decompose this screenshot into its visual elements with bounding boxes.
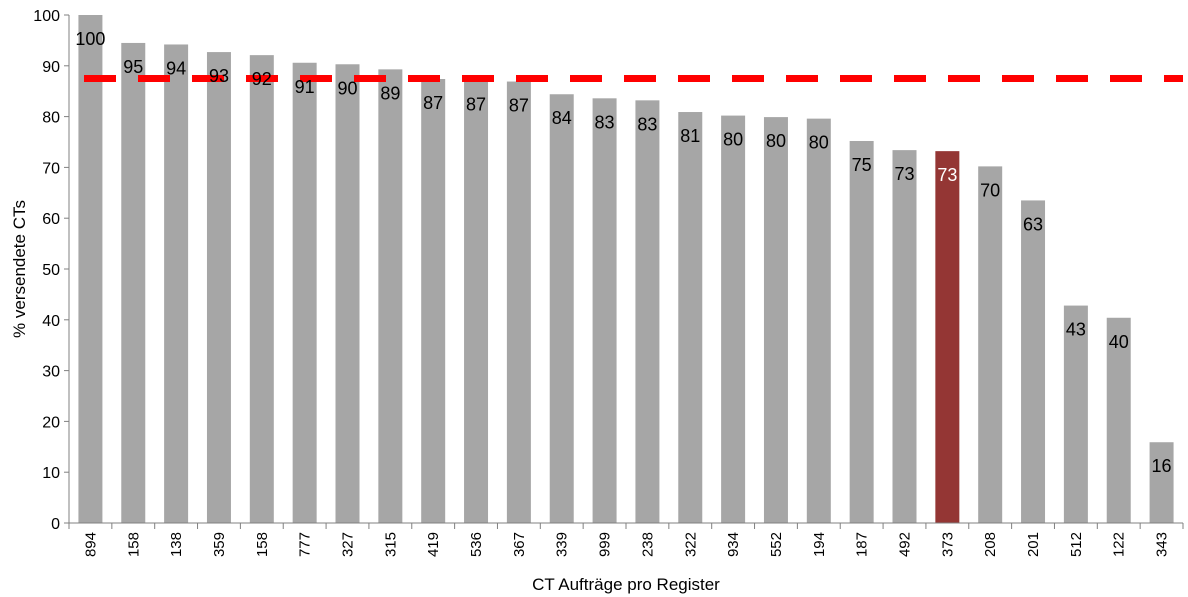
data-label: 89 [380, 83, 400, 103]
bar [635, 100, 660, 524]
data-label: 90 [337, 78, 357, 98]
bar [849, 140, 874, 523]
x-tick-label: 367 [511, 532, 528, 557]
bar [464, 80, 489, 524]
y-tick-label: 60 [42, 211, 60, 228]
bar [978, 166, 1003, 523]
data-label: 40 [1109, 332, 1129, 352]
y-tick-label: 80 [42, 110, 60, 127]
x-tick-label: 122 [1111, 532, 1128, 557]
x-tick-label: 419 [425, 532, 442, 557]
y-tick-label: 90 [42, 59, 60, 76]
bar [1021, 200, 1046, 524]
x-tick-label: 339 [554, 532, 571, 557]
bars [78, 15, 1174, 524]
data-label: 80 [809, 133, 829, 153]
y-tick-label: 100 [33, 8, 60, 25]
bar [763, 117, 788, 523]
x-tick-label: 158 [254, 532, 271, 557]
x-tick-label: 322 [682, 532, 699, 557]
data-label: 100 [75, 29, 105, 49]
x-tick-label: 315 [382, 532, 399, 557]
data-label: 87 [423, 93, 443, 113]
x-tick-label: 201 [1025, 532, 1042, 557]
x-axis-title: CT Aufträge pro Register [532, 575, 720, 594]
y-tick-label: 50 [42, 262, 60, 279]
y-axis-title: % versendete CTs [10, 200, 29, 338]
bar [678, 112, 703, 523]
data-label: 87 [509, 96, 529, 116]
bar [335, 64, 360, 523]
bar [164, 44, 189, 524]
bar [1063, 305, 1088, 523]
bar [1106, 317, 1131, 523]
x-tick-label: 327 [340, 532, 357, 557]
y-tick-label: 0 [51, 516, 60, 533]
bar [935, 151, 960, 524]
bar [506, 81, 531, 523]
data-label: 43 [1066, 320, 1086, 340]
x-tick-label: 194 [811, 532, 828, 557]
data-label: 92 [252, 69, 272, 89]
y-axis-ticks: 0 10 20 30 40 50 60 70 80 90 100 [33, 8, 69, 533]
x-tick-label: 894 [82, 532, 99, 557]
data-label: 91 [295, 77, 315, 97]
x-tick-label: 536 [468, 532, 485, 557]
x-tick-label: 208 [982, 532, 999, 557]
bar [78, 15, 103, 523]
data-label: 16 [1152, 456, 1172, 476]
data-labels: 100 95 94 93 92 91 90 89 87 87 87 84 83 83 81 80 80 80 75 7… [75, 29, 1171, 476]
x-tick-label: 934 [725, 532, 742, 557]
bar [421, 79, 446, 524]
x-tick-label: 359 [211, 532, 228, 557]
bar [806, 118, 831, 523]
data-label: 80 [723, 130, 743, 150]
bar [549, 94, 574, 524]
data-label: 83 [637, 114, 657, 134]
x-tick-label: 158 [125, 532, 142, 557]
bar [892, 150, 917, 524]
data-label: 93 [209, 66, 229, 86]
data-label: 75 [852, 155, 872, 175]
data-label: 81 [680, 126, 700, 146]
x-tick-label: 492 [897, 532, 914, 557]
y-tick-label: 20 [42, 414, 60, 431]
x-tick-label: 138 [168, 532, 185, 557]
data-label: 63 [1023, 214, 1043, 234]
bar [206, 52, 231, 524]
x-tick-label: 343 [1154, 532, 1171, 557]
data-label: 94 [166, 58, 186, 78]
x-tick-label: 777 [297, 532, 314, 557]
x-tick-label: 512 [1068, 532, 1085, 557]
data-label: 73 [937, 165, 957, 185]
x-axis-ticks: 894 158 138 359 158 777 327 315 419 536 367 339 999 2… [68, 523, 1184, 557]
x-tick-label: 552 [768, 532, 785, 557]
bar [249, 55, 274, 524]
y-tick-label: 10 [42, 465, 60, 482]
x-tick-label: 187 [854, 532, 871, 557]
data-label: 87 [466, 95, 486, 115]
x-tick-label: 238 [639, 532, 656, 557]
data-label: 95 [123, 57, 143, 77]
bar [1149, 442, 1174, 523]
bar [121, 42, 146, 523]
x-tick-label: 373 [939, 532, 956, 557]
bar [592, 98, 617, 523]
bar [721, 115, 746, 524]
y-tick-label: 30 [42, 364, 60, 381]
data-label: 84 [552, 108, 572, 128]
bar [292, 62, 317, 523]
data-label: 80 [766, 131, 786, 151]
data-label: 83 [595, 112, 615, 132]
x-tick-label: 999 [597, 532, 614, 557]
data-label: 70 [980, 180, 1000, 200]
data-label: 73 [894, 164, 914, 184]
y-tick-label: 40 [42, 313, 60, 330]
bar [378, 69, 403, 523]
y-tick-label: 70 [42, 160, 60, 177]
